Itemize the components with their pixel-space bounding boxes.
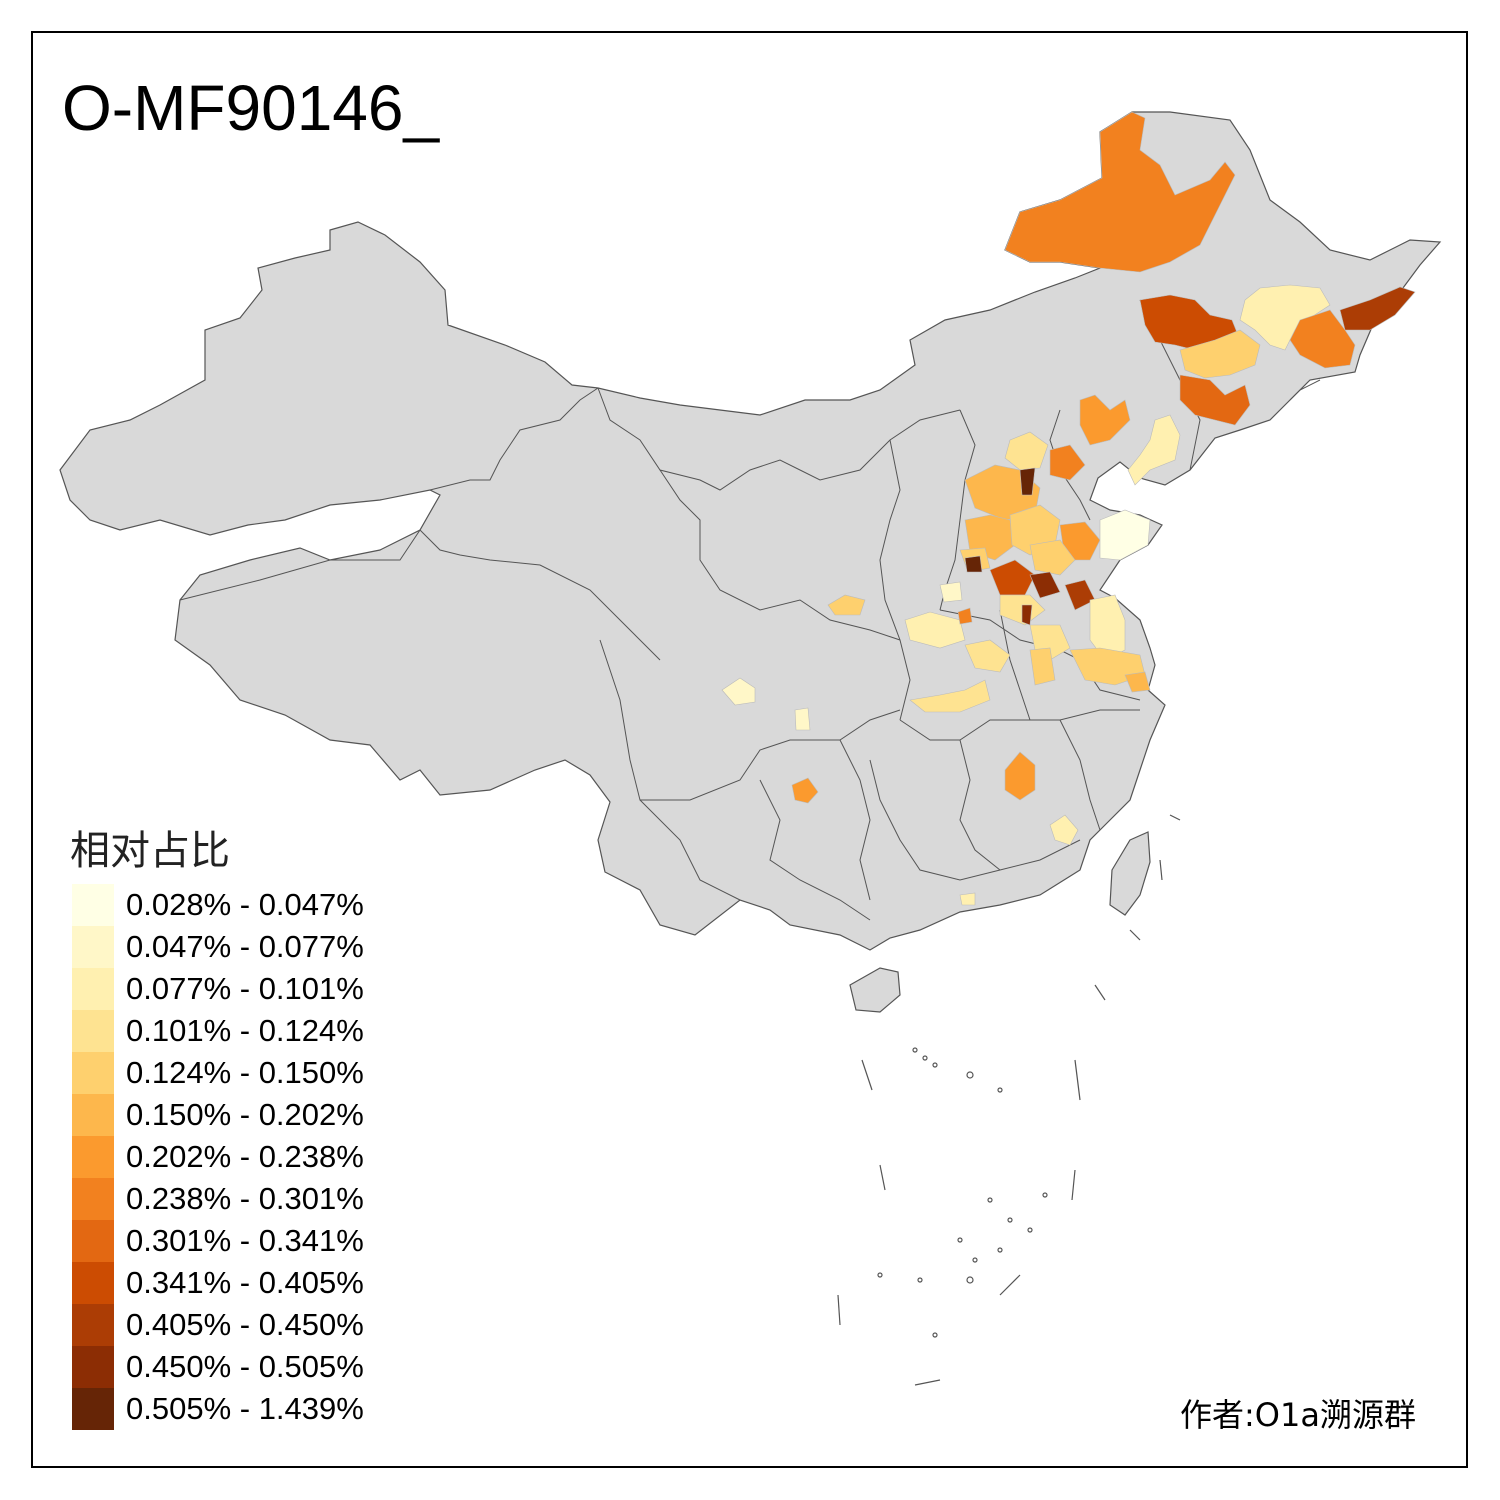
region-zhengzhou — [939, 581, 963, 603]
legend-swatch — [72, 968, 114, 1010]
region-jiangsu-north — [1089, 594, 1126, 661]
region-huaibei — [1021, 604, 1033, 626]
legend-label: 0.124% - 0.150% — [126, 1055, 364, 1090]
legend-label: 0.341% - 0.405% — [126, 1265, 364, 1300]
legend-swatch — [72, 1178, 114, 1220]
author-credit: 作者:O1a溯源群 — [1180, 1396, 1416, 1434]
legend-swatch — [72, 884, 114, 926]
region-guangdong — [959, 892, 976, 906]
region-shandong-east — [1099, 509, 1151, 561]
data-regions — [721, 111, 1416, 906]
legend-title: 相对占比 — [70, 828, 230, 874]
legend-swatch — [72, 1052, 114, 1094]
legend-swatch — [72, 1262, 114, 1304]
legend-label: 0.450% - 0.505% — [126, 1349, 364, 1384]
region-jinan — [1029, 539, 1076, 576]
legend-swatch — [72, 1346, 114, 1388]
region-sichuan — [721, 677, 756, 706]
legend-label: 0.405% - 0.450% — [126, 1307, 364, 1342]
base-land — [59, 111, 1442, 1013]
legend-label: 0.150% - 0.202% — [126, 1097, 364, 1132]
legend-swatch — [72, 926, 114, 968]
region-shaanxi — [827, 594, 866, 616]
region-mudanjiang — [1289, 309, 1356, 369]
legend-label: 0.202% - 0.238% — [126, 1139, 364, 1174]
region-hulunbuir — [1004, 111, 1236, 273]
region-henan-west — [904, 611, 966, 649]
legend-swatch — [72, 1136, 114, 1178]
hainan-island — [849, 967, 901, 1013]
legend-label: 0.028% - 0.047% — [126, 887, 364, 922]
legend-label: 0.505% - 1.439% — [126, 1391, 364, 1426]
region-chongqing — [794, 707, 811, 731]
region-anyang — [964, 555, 983, 573]
region-harbin-area — [1179, 329, 1261, 379]
region-nanyang — [964, 639, 1011, 673]
province-borders — [179, 299, 1321, 921]
legend-swatch — [72, 1304, 114, 1346]
region-heze — [989, 559, 1036, 596]
region-chengde — [1049, 444, 1086, 481]
region-bengbu — [1029, 647, 1056, 686]
legend-swatch — [72, 1010, 114, 1052]
china-mainland — [59, 111, 1442, 951]
region-jiangxi — [1004, 751, 1036, 801]
south-sea-islands — [837, 814, 1181, 1386]
taiwan-island — [1109, 831, 1151, 916]
region-hubei-west — [909, 679, 991, 713]
legend-label: 0.047% - 0.077% — [126, 929, 364, 964]
legend-swatch — [72, 1388, 114, 1430]
region-guizhou — [791, 777, 819, 804]
region-jilin-west — [1179, 374, 1251, 426]
region-hlj-east — [1339, 286, 1416, 331]
legend-label: 0.101% - 0.124% — [126, 1013, 364, 1048]
map-frame — [31, 31, 1468, 1468]
legend-label: 0.077% - 0.101% — [126, 971, 364, 1006]
legend-label: 0.238% - 0.301% — [126, 1181, 364, 1216]
legend-label: 0.301% - 0.341% — [126, 1223, 364, 1258]
region-fujian — [1049, 814, 1079, 846]
legend-swatch — [72, 1094, 114, 1136]
region-dalian — [1127, 414, 1181, 486]
legend-swatch — [72, 1220, 114, 1262]
region-pingdingshan — [957, 607, 973, 625]
map-title: O-MF90146_ — [62, 72, 440, 144]
region-jining — [1029, 571, 1061, 599]
region-chifeng — [1079, 394, 1131, 446]
region-tangshan — [1019, 467, 1036, 496]
region-shanghai-area — [1124, 671, 1151, 693]
region-beijing-area — [1004, 431, 1049, 471]
